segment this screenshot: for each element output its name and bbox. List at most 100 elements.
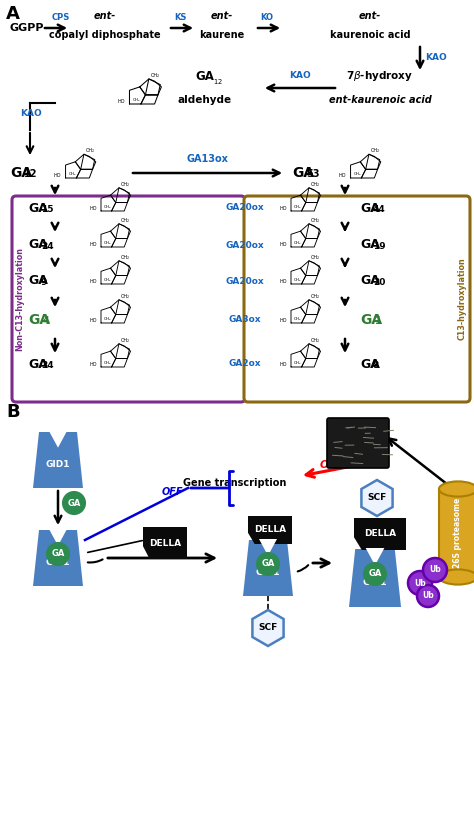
Text: GA: GA — [292, 166, 314, 180]
Text: HO: HO — [279, 362, 287, 367]
Text: 4: 4 — [43, 316, 50, 326]
Text: DELLA: DELLA — [149, 538, 181, 547]
Text: GID1: GID1 — [256, 568, 280, 577]
FancyBboxPatch shape — [244, 196, 470, 402]
Text: CPS: CPS — [52, 13, 70, 22]
Text: CH₃: CH₃ — [104, 317, 112, 321]
Text: ent-kaurenoic acid: ent-kaurenoic acid — [328, 95, 431, 105]
Text: GGPP: GGPP — [10, 23, 45, 33]
Text: KAO: KAO — [289, 71, 311, 80]
Text: GA: GA — [28, 275, 48, 287]
Text: HO: HO — [279, 206, 287, 211]
FancyBboxPatch shape — [12, 196, 245, 402]
Text: GA: GA — [28, 313, 50, 327]
Text: aldehyde: aldehyde — [178, 95, 232, 105]
FancyBboxPatch shape — [327, 418, 389, 468]
Polygon shape — [259, 539, 277, 555]
Polygon shape — [361, 480, 392, 516]
Text: CH₃: CH₃ — [104, 361, 112, 365]
Text: CH₃: CH₃ — [104, 204, 112, 209]
Text: HO: HO — [89, 206, 97, 211]
Text: HO: HO — [279, 280, 287, 285]
Text: CH₂: CH₂ — [121, 182, 130, 187]
Text: copalyl diphosphate: copalyl diphosphate — [49, 30, 161, 40]
Text: SCF: SCF — [367, 493, 387, 502]
Text: GA: GA — [51, 550, 64, 559]
Text: GA: GA — [28, 357, 48, 371]
Text: GA: GA — [67, 498, 81, 507]
Text: HO: HO — [279, 318, 287, 323]
Text: ON: ON — [320, 460, 337, 470]
Text: HO: HO — [89, 242, 97, 247]
Text: CH₂: CH₂ — [121, 338, 130, 343]
Polygon shape — [143, 527, 187, 559]
Text: CH₃: CH₃ — [294, 361, 301, 365]
Text: OFF: OFF — [161, 487, 183, 497]
Text: KAO: KAO — [20, 110, 42, 119]
Polygon shape — [248, 516, 292, 544]
Text: CH₂: CH₂ — [311, 254, 320, 259]
Text: 7$\beta$-hydroxy: 7$\beta$-hydroxy — [346, 69, 414, 83]
Text: kaurenoic acid: kaurenoic acid — [330, 30, 410, 40]
Text: ent-: ent- — [94, 11, 116, 21]
Text: CH₂: CH₂ — [311, 218, 320, 222]
Text: kaurene: kaurene — [200, 30, 245, 40]
Text: GA13ox: GA13ox — [186, 154, 228, 164]
Text: 24: 24 — [41, 242, 54, 251]
Polygon shape — [49, 431, 67, 447]
Polygon shape — [33, 432, 83, 488]
Text: 34: 34 — [41, 361, 54, 370]
Text: CH₃: CH₃ — [294, 317, 301, 321]
Text: CH₂: CH₂ — [86, 148, 95, 153]
Circle shape — [47, 543, 69, 565]
Text: CH₂: CH₂ — [151, 73, 160, 78]
Text: KS: KS — [174, 13, 186, 22]
Text: 15: 15 — [41, 205, 54, 214]
Text: CH₃: CH₃ — [294, 240, 301, 245]
Ellipse shape — [439, 569, 474, 585]
Text: DELLA: DELLA — [364, 529, 396, 538]
Text: B: B — [6, 403, 19, 421]
Text: CH₃: CH₃ — [69, 172, 76, 176]
Circle shape — [257, 553, 279, 575]
Text: GA: GA — [360, 275, 380, 287]
Text: $_{12}$: $_{12}$ — [213, 77, 223, 87]
Text: CH₃: CH₃ — [133, 97, 140, 101]
Circle shape — [423, 558, 447, 582]
Text: C13-hydroxylation: C13-hydroxylation — [457, 258, 466, 340]
Text: CH₃: CH₃ — [104, 278, 112, 282]
Text: 20: 20 — [373, 278, 385, 287]
Text: SCF: SCF — [258, 623, 278, 632]
Polygon shape — [243, 540, 293, 596]
Text: ent-: ent- — [211, 11, 233, 21]
Text: GA: GA — [368, 569, 382, 578]
Text: HO: HO — [339, 173, 346, 178]
Text: CH₂: CH₂ — [121, 218, 130, 222]
Text: CH₂: CH₂ — [121, 254, 130, 259]
Text: Ub: Ub — [422, 591, 434, 600]
Text: 8: 8 — [373, 361, 379, 370]
Text: GA: GA — [28, 239, 48, 251]
Text: 19: 19 — [373, 242, 386, 251]
Text: GID1: GID1 — [46, 558, 70, 567]
Circle shape — [364, 563, 386, 585]
Text: GA: GA — [360, 201, 380, 214]
Text: HO: HO — [279, 242, 287, 247]
Text: HO: HO — [54, 173, 61, 178]
Text: CH₃: CH₃ — [294, 204, 301, 209]
Text: CH₃: CH₃ — [104, 240, 112, 245]
Text: GA: GA — [360, 313, 382, 327]
Polygon shape — [354, 518, 406, 550]
Text: CH₃: CH₃ — [294, 278, 301, 282]
Text: Non-C13-hydroxylation: Non-C13-hydroxylation — [16, 247, 25, 351]
Text: 53: 53 — [306, 169, 319, 179]
Text: CH₂: CH₂ — [311, 338, 320, 343]
Circle shape — [417, 585, 439, 607]
Text: GA: GA — [360, 357, 380, 371]
Text: GA20ox: GA20ox — [226, 204, 264, 213]
Text: DELLA: DELLA — [254, 525, 286, 534]
Text: KO: KO — [261, 13, 273, 22]
Text: HO: HO — [89, 318, 97, 323]
Text: GA3ox: GA3ox — [229, 316, 261, 325]
Text: 12: 12 — [24, 169, 37, 179]
